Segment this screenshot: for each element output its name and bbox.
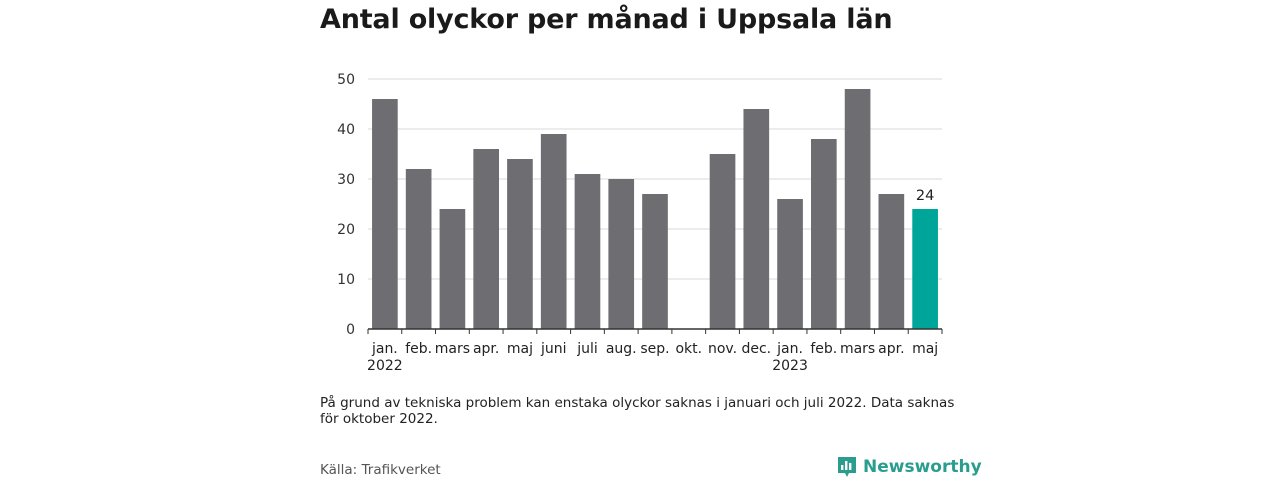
x-axis-labels: jan. feb. mars apr. maj juni juli aug. sep. okt. n… <box>367 341 938 374</box>
y-axis-labels: 0 10 20 30 40 50 <box>337 72 355 338</box>
bar-15 <box>878 194 905 329</box>
bar-14 <box>844 89 871 329</box>
source-text: Källa: Trafikverket <box>320 462 441 478</box>
x-tick-label: maj <box>912 341 938 357</box>
bar-0 <box>372 99 398 329</box>
x-axis <box>367 328 943 334</box>
bars: 24 <box>372 89 938 329</box>
bar-12 <box>777 199 803 329</box>
year-label: 2022 <box>367 358 403 374</box>
bar-8 <box>642 194 668 329</box>
bar-10 <box>709 154 736 329</box>
x-tick-label: dec. <box>741 341 771 357</box>
brand-name: Newsworthy <box>863 457 982 477</box>
bar-4 <box>507 159 533 329</box>
bar-7 <box>608 179 635 329</box>
year-label: 2023 <box>772 358 808 374</box>
brand-logo[interactable]: Newsworthy <box>836 455 982 479</box>
x-tick-label: maj <box>507 341 533 357</box>
bar-5 <box>540 134 567 329</box>
bar-16 <box>912 209 938 329</box>
y-tick-label: 20 <box>337 222 355 238</box>
x-tick-label: juli <box>576 341 598 357</box>
y-tick-label: 50 <box>337 72 355 88</box>
x-tick-label: juni <box>540 341 567 357</box>
chart-title: Antal olyckor per månad i Uppsala län <box>320 4 893 35</box>
bar-13 <box>810 139 837 329</box>
x-tick-label: mars <box>840 341 875 357</box>
x-tick-label: feb. <box>810 341 837 357</box>
bar-1 <box>405 169 432 329</box>
y-tick-label: 30 <box>337 172 355 188</box>
y-tick-label: 10 <box>337 272 355 288</box>
data-label: 24 <box>916 188 934 204</box>
y-tick-label: 40 <box>337 122 355 138</box>
x-tick-label: feb. <box>405 341 432 357</box>
bar-3 <box>473 149 500 329</box>
x-tick-label: okt. <box>675 341 702 357</box>
bar-2 <box>439 209 466 329</box>
x-tick-label: apr. <box>473 341 499 357</box>
x-tick-label: apr. <box>878 341 904 357</box>
bar-6 <box>574 174 601 329</box>
x-tick-label: nov. <box>708 341 737 357</box>
newsworthy-logo-icon <box>838 457 856 477</box>
bar-11 <box>743 109 770 329</box>
x-tick-label: jan. <box>776 341 803 357</box>
x-tick-label: aug. <box>606 341 637 357</box>
x-tick-label: mars <box>435 341 470 357</box>
x-tick-label: sep. <box>640 341 669 357</box>
x-tick-label: jan. <box>371 341 398 357</box>
footnote: På grund av tekniska problem kan enstaka… <box>320 395 955 427</box>
y-tick-label: 0 <box>346 322 355 338</box>
